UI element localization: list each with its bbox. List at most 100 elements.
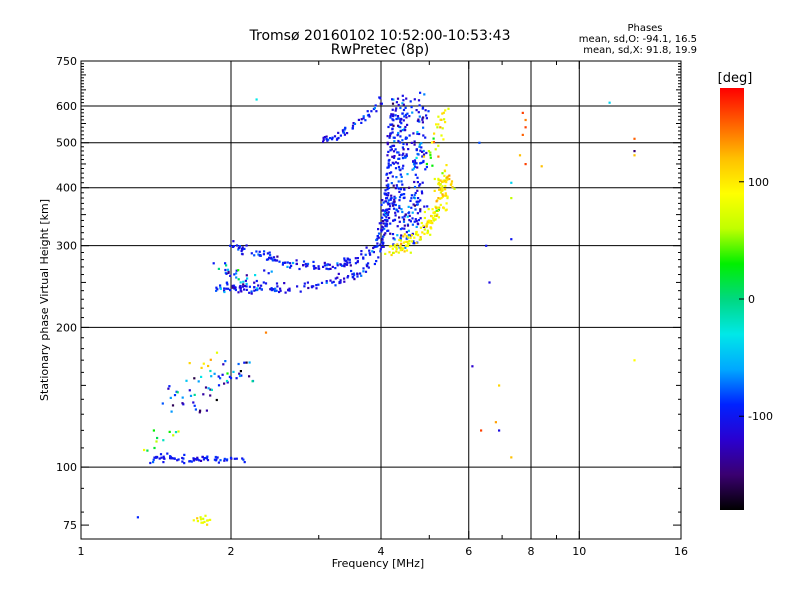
echo-point — [445, 202, 448, 205]
echo-point — [401, 216, 404, 219]
echo-point — [243, 361, 246, 364]
echo-point — [411, 168, 414, 171]
echo-point — [314, 267, 317, 270]
echo-point — [379, 102, 382, 105]
echo-point — [231, 245, 235, 248]
echo-point — [323, 264, 326, 267]
echo-point — [210, 388, 213, 391]
echo-point — [377, 232, 381, 235]
echo-point — [410, 206, 413, 209]
isolated-echo-point — [510, 181, 513, 184]
echo-point — [437, 179, 440, 182]
echo-point — [408, 242, 411, 245]
echo-point — [402, 247, 405, 250]
echo-point — [434, 205, 437, 208]
echo-point — [303, 282, 306, 285]
echo-point — [360, 118, 363, 121]
echo-point — [193, 393, 196, 396]
echo-point — [235, 269, 238, 272]
echo-point — [415, 156, 418, 159]
echo-point — [387, 162, 390, 165]
echo-point — [431, 164, 434, 167]
echo-point — [404, 156, 407, 159]
echo-point — [200, 521, 203, 524]
echo-point — [423, 93, 426, 96]
echo-point — [225, 272, 228, 275]
echo-point — [325, 267, 328, 270]
echo-point — [391, 118, 394, 121]
echo-point — [171, 404, 175, 407]
echo-point — [310, 286, 314, 289]
echo-point — [405, 231, 408, 234]
echo-point — [438, 188, 441, 191]
echo-point — [391, 144, 394, 147]
echo-point — [392, 144, 396, 147]
echo-point — [429, 156, 432, 159]
echo-point — [248, 291, 251, 294]
echo-point — [385, 211, 388, 214]
echo-point — [389, 116, 392, 119]
echo-point — [196, 520, 199, 523]
echo-point — [356, 260, 359, 263]
echo-point — [399, 239, 403, 242]
echo-point — [173, 457, 176, 460]
echo-point — [199, 516, 202, 519]
echo-point — [393, 155, 396, 158]
echo-point — [364, 270, 368, 273]
echo-point — [402, 218, 406, 221]
echo-point — [409, 220, 412, 223]
echo-point — [392, 98, 395, 101]
echo-point — [205, 456, 208, 459]
echo-point — [413, 196, 416, 199]
echo-point — [411, 217, 414, 220]
echo-point — [419, 149, 422, 152]
echo-point — [237, 291, 240, 294]
echo-point — [403, 215, 406, 218]
echo-point — [338, 281, 341, 285]
echo-point — [382, 245, 385, 248]
echo-point — [425, 165, 428, 169]
echo-point — [404, 113, 407, 116]
echo-point — [226, 381, 229, 384]
echo-point — [329, 279, 332, 282]
echo-point — [224, 262, 227, 265]
isolated-echo-point — [510, 238, 513, 241]
echo-point — [411, 232, 414, 235]
echo-point — [437, 181, 440, 185]
echo-point — [288, 287, 291, 290]
x-tick-label: 8 — [528, 545, 535, 558]
echo-point — [407, 229, 410, 232]
echo-point — [444, 184, 447, 188]
echo-point — [446, 195, 449, 198]
echo-point — [448, 174, 451, 177]
colorbar-unit-label: [deg] — [718, 71, 753, 86]
echo-point — [384, 200, 387, 203]
echo-point — [217, 461, 220, 464]
echo-point — [405, 154, 408, 158]
echo-point — [391, 233, 395, 236]
echo-point — [417, 99, 421, 102]
echo-point — [402, 220, 406, 223]
echo-point — [425, 151, 428, 155]
echo-point — [437, 216, 440, 219]
echo-point — [384, 213, 387, 216]
echo-point — [403, 115, 406, 118]
echo-point — [409, 234, 412, 237]
echo-point — [371, 250, 374, 253]
echo-point — [384, 193, 387, 196]
echo-point — [398, 206, 401, 210]
echo-point — [397, 251, 400, 254]
echo-point — [379, 243, 382, 246]
echo-point — [434, 218, 437, 221]
echo-point — [442, 207, 446, 210]
echo-point — [385, 184, 388, 187]
echo-point — [400, 180, 403, 183]
echo-point — [360, 250, 363, 253]
echo-point — [383, 227, 386, 230]
x-tick-label: 16 — [674, 545, 688, 558]
echo-point — [359, 272, 362, 275]
echo-point — [262, 281, 265, 284]
echo-point — [417, 197, 420, 200]
echo-point — [201, 521, 205, 524]
echo-point — [389, 132, 392, 135]
